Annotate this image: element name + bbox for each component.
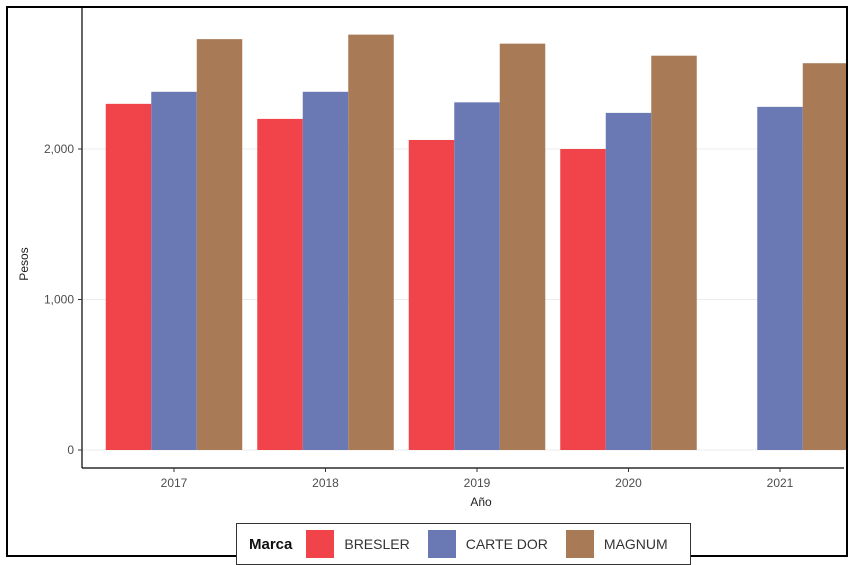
x-tick-label: 2017: [161, 476, 188, 490]
bar-magnum-2020: [651, 55, 697, 450]
bar-magnum-2019: [499, 43, 546, 451]
legend-item-magnum: MAGNUM: [565, 530, 668, 558]
legend-swatch-bresler: [306, 530, 335, 558]
bar-magnum-2021: [802, 63, 846, 451]
bar-magnum-2017: [196, 39, 243, 450]
bar-bresler-2017: [105, 103, 152, 450]
bar-carte-dor-2020: [605, 112, 652, 450]
legend-label-magnum: MAGNUM: [603, 536, 668, 552]
legend-title: Marca: [249, 535, 293, 553]
x-tick-label: 2021: [767, 476, 794, 490]
y-tick-label: 1,000: [44, 293, 74, 307]
bar-bresler-2018: [257, 118, 303, 451]
x-axis-title: Año: [470, 495, 492, 509]
legend-label-carte-dor: CARTE DOR: [465, 536, 548, 552]
bar-carte-dor-2019: [454, 102, 500, 450]
legend-swatch-carte-dor: [427, 530, 456, 558]
x-tick-label: 2018: [312, 476, 339, 490]
x-tick-label: 2019: [464, 476, 491, 490]
bar-magnum-2018: [348, 34, 394, 451]
y-tick-label: 0: [67, 443, 74, 457]
bar-carte-dor-2018: [302, 91, 349, 450]
bar-carte-dor-2021: [757, 106, 803, 451]
legend: Marca BRESLER CARTE DOR MAGNUM: [236, 523, 691, 565]
bar-chart: 0 1,000 2,000 2017 2018 2019 2020 2021 Año Pesos: [17, 8, 846, 509]
legend-item-bresler: BRESLER: [306, 530, 410, 558]
bar-bresler-2019: [408, 139, 455, 450]
x-tick-label: 2020: [615, 476, 642, 490]
chart-frame: 0 1,000 2,000 2017 2018 2019 2020 2021 Año Pesos …: [6, 6, 848, 565]
legend-item-carte-dor: CARTE DOR: [427, 530, 548, 558]
legend-label-bresler: BRESLER: [344, 536, 410, 552]
bar-bresler-2020: [560, 149, 606, 450]
y-tick-label: 2,000: [44, 142, 74, 156]
y-axis-title: Pesos: [17, 247, 31, 280]
bar-carte-dor-2017: [151, 91, 197, 450]
legend-swatch-magnum: [565, 530, 594, 558]
